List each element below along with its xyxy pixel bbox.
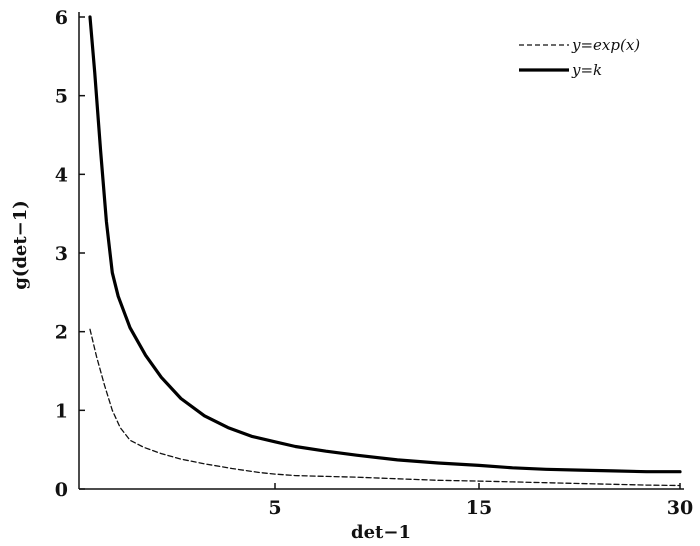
axes (78, 12, 684, 490)
x-tick-label: 5 (268, 497, 281, 519)
legend: y=exp(x) y=k (519, 36, 640, 79)
legend-label-k: y=k (571, 61, 602, 79)
y-axis-title: g(det−1) (10, 200, 31, 290)
y-tick-label: 2 (55, 322, 68, 344)
y-tick-label: 3 (55, 243, 68, 265)
x-tick-label: 30 (667, 497, 693, 519)
series (88, 15, 682, 487)
series-line-k (88, 15, 682, 474)
ticks: 0 1 2 3 4 5 6 5 15 30 (55, 7, 693, 519)
series-line-exp (89, 328, 681, 487)
y-tick-label: 5 (55, 86, 68, 108)
y-tick-label: 1 (55, 400, 68, 422)
x-tick-label: 15 (466, 497, 492, 519)
x-axis-title: det−1 (351, 522, 411, 543)
legend-label-exp: y=exp(x) (571, 36, 640, 54)
y-tick-label: 4 (55, 164, 68, 186)
y-tick-label: 6 (55, 7, 68, 29)
y-tick-label: 0 (55, 479, 68, 501)
